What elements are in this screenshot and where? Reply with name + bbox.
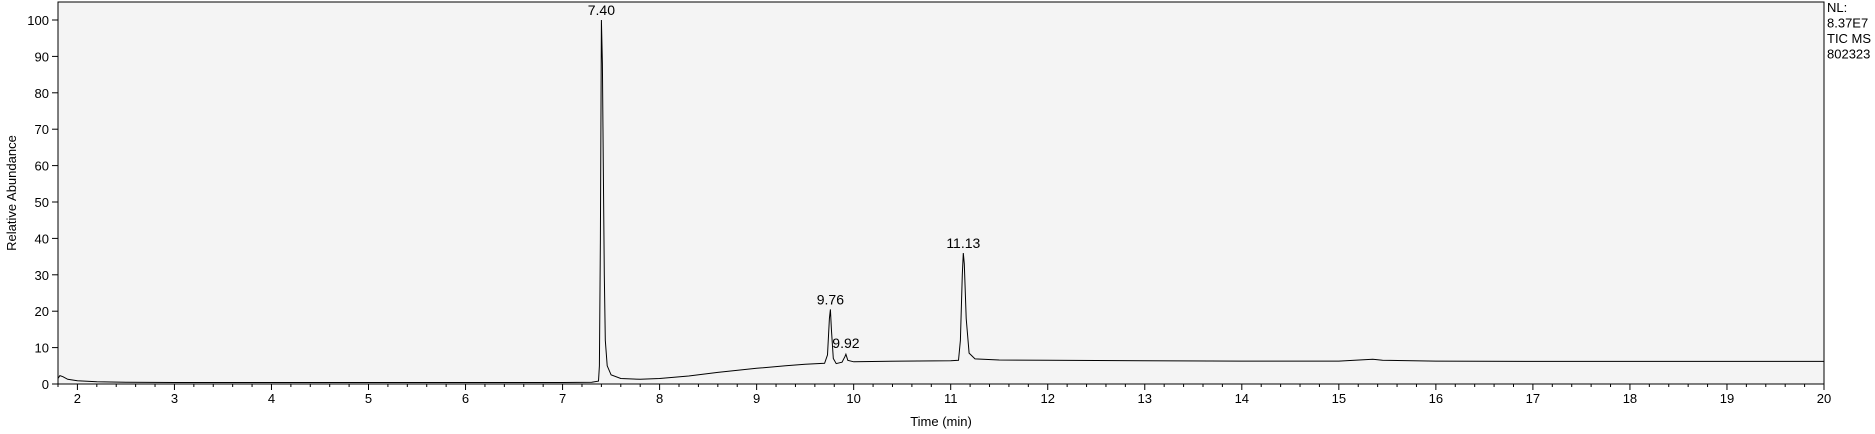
- x-tick-label: 15: [1332, 391, 1346, 406]
- x-tick-label: 19: [1720, 391, 1734, 406]
- y-tick-label: 50: [35, 195, 49, 210]
- y-tick-label: 10: [35, 341, 49, 356]
- y-tick-label: 30: [35, 268, 49, 283]
- x-tick-label: 3: [171, 391, 178, 406]
- x-tick-label: 13: [1138, 391, 1152, 406]
- x-tick-label: 4: [268, 391, 275, 406]
- info-line: TIC MS: [1827, 31, 1871, 46]
- y-axis-title: Relative Abundance: [4, 135, 19, 251]
- plot-area: [57, 1, 1825, 385]
- y-tick-label: 0: [42, 377, 49, 392]
- peak-label: 9.92: [832, 335, 859, 351]
- x-tick-label: 6: [462, 391, 469, 406]
- x-tick-label: 9: [753, 391, 760, 406]
- y-tick-label: 100: [27, 13, 49, 28]
- peak-labels: 7.40 9.76 9.92 11.13: [588, 2, 981, 351]
- info-line: 802323: [1827, 47, 1870, 62]
- x-tick-label: 8: [656, 391, 663, 406]
- y-tick-label: 20: [35, 304, 49, 319]
- y-tick-label: 40: [35, 231, 49, 246]
- x-tick-label: 14: [1235, 391, 1249, 406]
- x-tick-label: 10: [846, 391, 860, 406]
- x-tick-label: 17: [1526, 391, 1540, 406]
- x-tick-label: 11: [944, 391, 958, 406]
- x-axis: 2 3 4 5 6 7 8 9 10 11 12 13 14 15 16 17 18 19 20: [57, 384, 1831, 406]
- info-line: NL:: [1827, 0, 1847, 15]
- x-tick-label: 5: [365, 391, 372, 406]
- y-axis: 0 10 20 30 40 50 60 70 80 90 100: [27, 13, 58, 392]
- y-tick-label: 60: [35, 159, 49, 174]
- peak-label: 9.76: [817, 291, 844, 307]
- x-tick-label: 20: [1817, 391, 1831, 406]
- x-tick-label: 16: [1429, 391, 1443, 406]
- peak-label: 11.13: [946, 235, 980, 251]
- x-tick-label: 12: [1041, 391, 1055, 406]
- y-tick-label: 70: [35, 122, 49, 137]
- x-tick-label: 18: [1623, 391, 1637, 406]
- tic-trace: [57, 19, 1824, 383]
- y-tick-label: 90: [35, 49, 49, 64]
- x-axis-title: Time (min): [910, 414, 972, 429]
- peak-label: 7.40: [588, 2, 615, 18]
- y-tick-label: 80: [35, 86, 49, 101]
- x-tick-label: 2: [74, 391, 81, 406]
- info-line: 8.37E7: [1827, 16, 1868, 31]
- x-tick-label: 7: [559, 391, 566, 406]
